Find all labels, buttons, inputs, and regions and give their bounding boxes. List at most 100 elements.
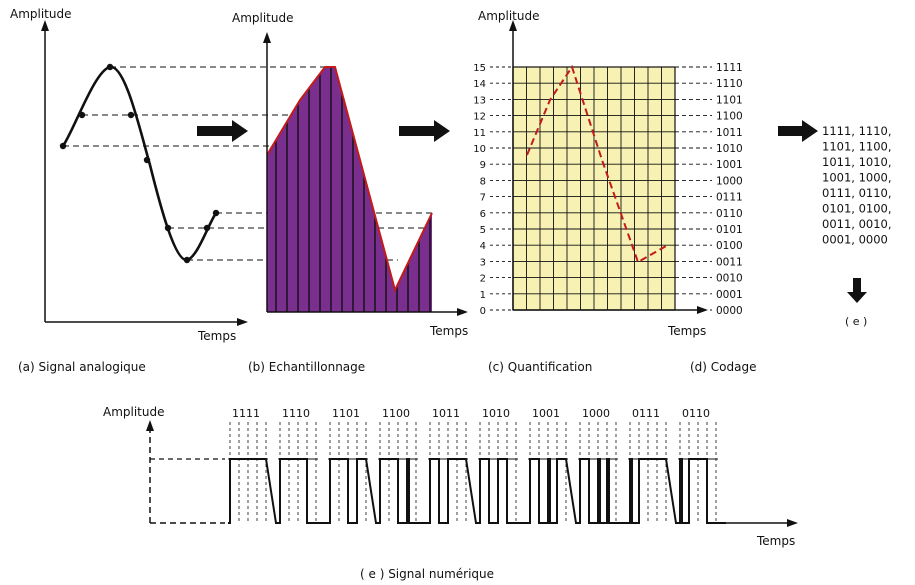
quantified-signal bbox=[526, 64, 669, 264]
panel-b-ylabel: Amplitude bbox=[232, 11, 294, 25]
code-list: 1111, 1110, 1101, 1100,1011, 1010, 1001, 1… bbox=[822, 124, 892, 328]
digital-word-label: 1110 bbox=[282, 407, 310, 420]
code-label: 0010 bbox=[716, 273, 743, 285]
level-label: 6 bbox=[480, 209, 486, 220]
sampled-area-fill bbox=[267, 67, 432, 312]
level-label: 9 bbox=[480, 160, 486, 171]
arrow-right-icon bbox=[197, 120, 248, 142]
level-label: 5 bbox=[480, 225, 486, 236]
code-label: 1010 bbox=[716, 143, 743, 155]
digital-word-labels: 1111 1110 1101 1100 1011 1010 1001 1000 0111 0110 bbox=[232, 407, 710, 420]
code-label: 1110 bbox=[716, 78, 743, 90]
code-label: 0110 bbox=[716, 208, 743, 220]
level-label: 12 bbox=[473, 112, 486, 123]
level-label: 3 bbox=[480, 257, 486, 268]
code-label: 0111 bbox=[716, 192, 743, 204]
sample-dot bbox=[59, 142, 67, 150]
code-list-line: 0001, 0000 bbox=[822, 233, 888, 247]
level-label: 1 bbox=[480, 290, 486, 301]
arrow-right-icon bbox=[399, 120, 450, 142]
panel-b-y-arrow bbox=[263, 32, 271, 43]
panel-c-xlabel: Temps bbox=[667, 324, 706, 338]
panel-a-ylabel: Amplitude bbox=[10, 7, 72, 21]
sample-dot bbox=[183, 256, 191, 264]
level-label: 2 bbox=[480, 274, 486, 285]
panel-a-x-arrow bbox=[237, 318, 248, 326]
level-label: 13 bbox=[473, 95, 486, 106]
code-list-line: 0011, 0010, bbox=[822, 217, 892, 231]
panel-c-y-arrow bbox=[509, 20, 517, 31]
digital-word-label: 1101 bbox=[332, 407, 360, 420]
sample-dot bbox=[143, 156, 151, 164]
digital-waveform bbox=[228, 458, 726, 524]
digital-word-label: 1000 bbox=[582, 407, 610, 420]
code-label: 0001 bbox=[716, 289, 743, 301]
code-list-line: 1001, 1000, bbox=[822, 171, 892, 185]
panel-e-xlabel: Temps bbox=[756, 534, 795, 548]
sample-dot bbox=[164, 224, 172, 232]
sampled-envelope bbox=[266, 66, 433, 293]
code-label: 1011 bbox=[716, 127, 743, 139]
code-label: 1101 bbox=[716, 94, 743, 106]
level-label: 11 bbox=[473, 128, 486, 139]
code-list-line: 0101, 0100, bbox=[822, 202, 892, 216]
sample-dot bbox=[212, 209, 220, 217]
panel-a-caption: (a) Signal analogique bbox=[18, 360, 146, 374]
panel-c-ylabel: Amplitude bbox=[478, 9, 540, 23]
code-list-line: 0111, 0110, bbox=[822, 186, 892, 200]
digital-word-label: 0111 bbox=[632, 407, 660, 420]
code-list-line: 1101, 1100, bbox=[822, 140, 892, 154]
code-label: 0000 bbox=[716, 305, 743, 317]
panel-a-xlabel: Temps bbox=[197, 329, 236, 343]
level-label: 8 bbox=[480, 176, 486, 187]
digital-word-label: 1100 bbox=[382, 407, 410, 420]
level-label: 7 bbox=[480, 193, 486, 204]
code-label: 0011 bbox=[716, 256, 743, 268]
code-label: 0101 bbox=[716, 224, 743, 236]
panel-e: Amplitude Temps 1111 1110 1101 1100 1011 1010… bbox=[103, 405, 798, 581]
sample-lines bbox=[275, 67, 431, 312]
digital-word-label: 1111 bbox=[232, 407, 260, 420]
level-label: 14 bbox=[473, 79, 486, 90]
arrow-down-icon bbox=[847, 278, 867, 303]
panel-e-y-arrow bbox=[146, 420, 154, 431]
panel-b-x-arrow bbox=[457, 308, 468, 316]
digital-word-label: 1001 bbox=[532, 407, 560, 420]
level-label: 10 bbox=[473, 144, 486, 155]
code-list-lines: 1111, 1110, 1101, 1100,1011, 1010, 1001, 1… bbox=[822, 124, 892, 247]
sample-dot bbox=[78, 111, 86, 119]
code-label: 1001 bbox=[716, 159, 743, 171]
analog-signal-curve bbox=[61, 65, 218, 262]
sample-dot bbox=[127, 111, 135, 119]
code-labels: 0000 0001 0010 0011 0100 0101 0110 0111 1000 1001… bbox=[675, 62, 743, 317]
panel-a-y-arrow bbox=[41, 20, 49, 31]
digital-word-label: 1011 bbox=[432, 407, 460, 420]
panel-b-caption: (b) Echantillonnage bbox=[248, 360, 365, 374]
code-list-line: 1111, 1110, bbox=[822, 124, 892, 138]
code-label: 1100 bbox=[716, 111, 743, 123]
panel-c-caption: (c) Quantification bbox=[488, 360, 592, 374]
code-label: 0100 bbox=[716, 240, 743, 252]
panel-a-sample-dots bbox=[59, 63, 220, 264]
level-label: 4 bbox=[480, 241, 486, 252]
code-label: 1000 bbox=[716, 175, 743, 187]
code-list-line: 1011, 1010, bbox=[822, 155, 892, 169]
code-label: 1111 bbox=[716, 62, 743, 74]
panel-d-caption: (d) Codage bbox=[690, 360, 757, 374]
code-list-label: ( e ) bbox=[845, 315, 867, 328]
panel-c-x-arrow bbox=[697, 306, 708, 314]
digital-word-label: 1010 bbox=[482, 407, 510, 420]
panel-e-x-arrow bbox=[787, 519, 798, 527]
panel-b-xlabel: Temps bbox=[429, 324, 468, 338]
arrow-right-icon bbox=[778, 120, 818, 142]
level-label: 15 bbox=[473, 63, 486, 74]
digital-word-label: 0110 bbox=[682, 407, 710, 420]
panel-e-caption: ( e ) Signal numérique bbox=[360, 567, 494, 581]
panel-b: Amplitude Temps (b) Echantillonnage bbox=[232, 11, 468, 374]
quantification-grid bbox=[513, 67, 675, 310]
panel-e-ylabel: Amplitude bbox=[103, 405, 165, 419]
sample-dot bbox=[106, 63, 114, 71]
